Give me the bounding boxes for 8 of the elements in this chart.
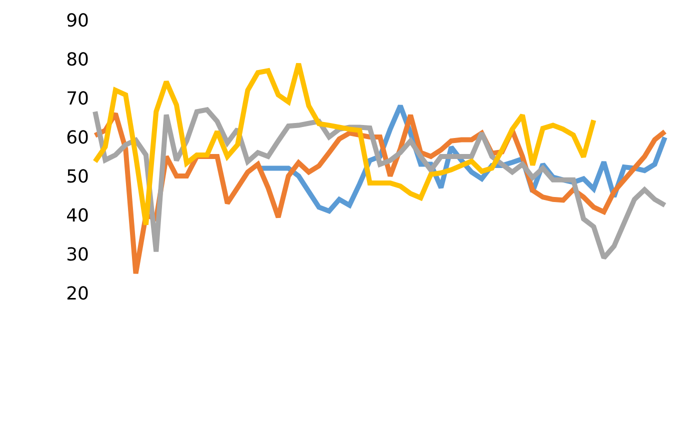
y-tick-label: 20 [66,283,89,304]
y-tick-label: 50 [66,166,89,188]
y-tick-label: 70 [66,88,89,110]
y-tick-label: 80 [66,49,89,70]
y-tick-label: 90 [66,10,89,32]
y-tick-label: 40 [66,205,89,226]
y-tick-label: 30 [66,244,89,266]
y-tick-label: 60 [66,127,89,148]
